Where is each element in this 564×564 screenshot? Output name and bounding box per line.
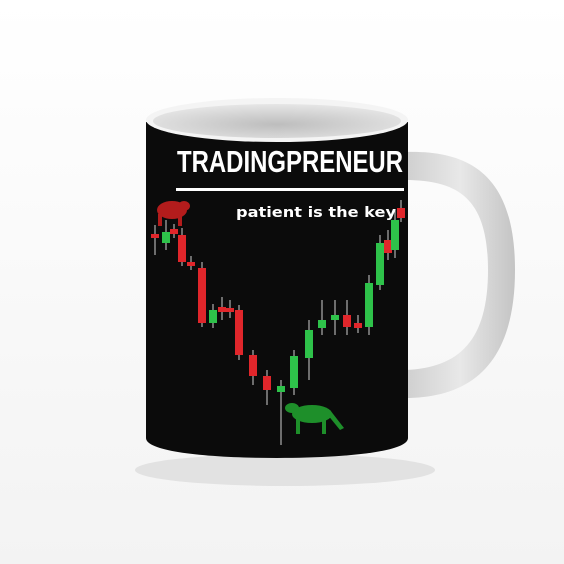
candle-body	[331, 315, 339, 320]
candle-body	[384, 240, 392, 253]
mug-handle	[405, 151, 515, 398]
candle-body	[305, 330, 313, 358]
mug-body	[146, 122, 408, 458]
candle-body	[318, 320, 326, 328]
candle-body	[162, 232, 170, 243]
candlesticks	[151, 200, 405, 445]
candle-body	[343, 315, 351, 327]
mug-tagline: patient is the key	[236, 205, 396, 221]
mug-title: TRADINGPRENEUR	[177, 144, 403, 179]
candle-body	[209, 310, 217, 323]
bear-icon	[157, 201, 190, 226]
candle-body	[170, 229, 178, 234]
candle-body	[226, 308, 234, 312]
candle-body	[151, 234, 159, 238]
shadow	[135, 454, 435, 486]
candle-body	[178, 235, 186, 262]
candle-body	[397, 208, 405, 218]
candle-body	[391, 220, 399, 250]
mug-inside	[153, 104, 401, 138]
candle-body	[277, 386, 285, 392]
title-underline	[176, 188, 404, 191]
candle-body	[376, 243, 384, 285]
candle-body	[263, 376, 271, 390]
candle-body	[354, 323, 362, 328]
candle-body	[235, 310, 243, 355]
bull-icon	[285, 403, 344, 434]
candle-body	[198, 268, 206, 323]
candle-body	[249, 355, 257, 376]
candle-body	[187, 262, 195, 266]
candle-body	[218, 307, 226, 312]
candle-body	[290, 356, 298, 388]
candle-body	[365, 283, 373, 327]
